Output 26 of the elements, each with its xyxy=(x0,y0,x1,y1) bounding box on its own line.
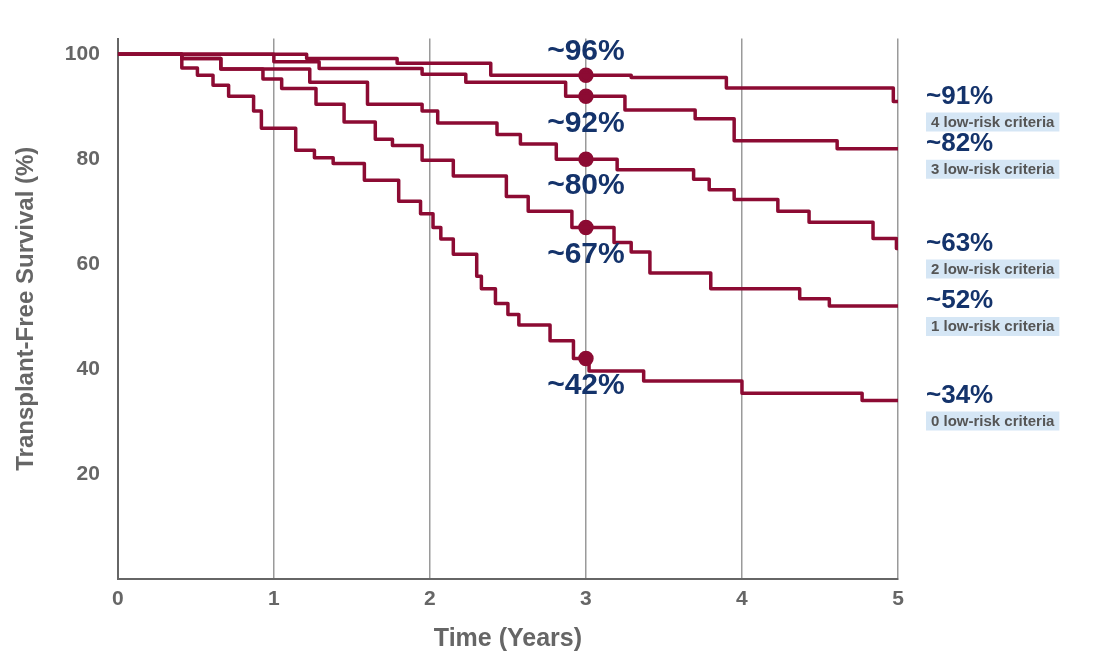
data-label: ~92% xyxy=(547,104,625,138)
x-tick-label: 0 xyxy=(111,586,124,610)
text: 2 low-risk criteria xyxy=(931,259,1056,277)
y-tick-label: 20 xyxy=(76,460,100,484)
y-tick-label: 80 xyxy=(76,146,100,170)
data-label: ~91% xyxy=(926,79,994,110)
x-tick-label: 2 xyxy=(424,586,436,610)
data-label: ~96% xyxy=(547,32,625,66)
data-label: ~63% xyxy=(926,226,994,257)
text: 0 low-risk criteria xyxy=(931,411,1056,429)
x-tick-label: 4 xyxy=(736,586,749,610)
x-tick-label: 1 xyxy=(268,586,281,610)
y-tick-label: 60 xyxy=(76,250,100,274)
data-label: ~80% xyxy=(547,167,625,201)
x-axis-title: Time (Years) xyxy=(433,622,583,651)
x-tick-label: 5 xyxy=(892,586,905,610)
y-tick-label: 40 xyxy=(76,355,100,379)
y-axis-title: Transplant-Free Survival (%) xyxy=(11,146,39,471)
data-label: ~52% xyxy=(926,284,994,315)
y-tick-label: 100 xyxy=(64,41,100,65)
text: 1 low-risk criteria xyxy=(931,317,1056,335)
text: 3 low-risk criteria xyxy=(931,159,1056,177)
data-label: ~67% xyxy=(547,235,625,269)
data-label: ~42% xyxy=(547,366,625,400)
x-tick-label: 3 xyxy=(580,586,592,610)
data-label: ~34% xyxy=(926,378,994,409)
